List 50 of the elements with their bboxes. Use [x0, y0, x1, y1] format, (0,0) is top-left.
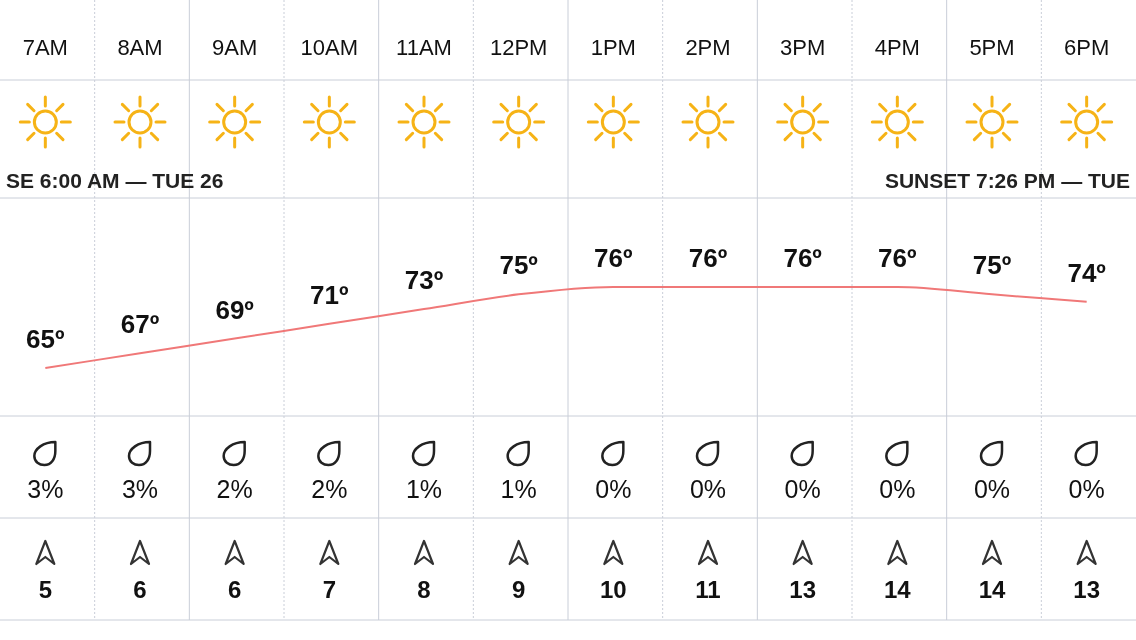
data-label: 0% [973, 475, 1011, 503]
data-label: 65º [26, 324, 66, 354]
data-label: 67º [120, 309, 160, 340]
x-tick-label: 3PM [780, 35, 826, 60]
data-label: 2% [311, 475, 348, 503]
data-label: 71º [310, 279, 350, 310]
x-tick-label: 11AM [396, 35, 452, 60]
data-label: 74º [1067, 257, 1107, 288]
data-label: 73º [404, 265, 444, 296]
x-tick-label: 5PM [969, 35, 1015, 60]
x-tick-label: 8AM [117, 35, 163, 60]
data-label: 6 [133, 576, 147, 603]
data-label: 5 [38, 576, 53, 603]
data-label: 0% [689, 475, 727, 503]
data-label: 2% [216, 475, 253, 503]
x-tick-label: 12PM [489, 35, 548, 60]
x-tick-label: 7AM [22, 35, 68, 60]
data-label: 0% [784, 475, 821, 503]
data-label: 3% [121, 475, 159, 503]
x-tick-label: 10AM [300, 35, 359, 60]
text: SUNSET 7:26 PM — TUE [884, 169, 1130, 192]
data-label: 0% [595, 475, 632, 503]
data-label: 14 [883, 576, 912, 603]
x-tick-label: 1PM [590, 35, 636, 60]
data-label: 8 [417, 576, 431, 603]
data-label: 0% [879, 475, 916, 503]
x-tick-label: 2PM [685, 35, 731, 60]
data-label: 76º [878, 243, 918, 273]
data-label: 75º [499, 250, 539, 281]
data-label: 76º [688, 243, 728, 273]
data-label: 14 [978, 576, 1006, 603]
x-tick-label: 6PM [1064, 35, 1110, 60]
x-tick-label: 4PM [874, 35, 920, 60]
data-label: 7 [322, 576, 337, 603]
data-label: 9 [511, 576, 526, 603]
data-label: 3% [27, 475, 64, 503]
data-label: 13 [1073, 576, 1101, 603]
data-label: 13 [789, 576, 817, 603]
x-tick-label: 9AM [212, 35, 258, 60]
data-label: 75º [972, 250, 1012, 281]
data-label: 10 [599, 576, 627, 603]
data-label: 76º [594, 243, 634, 273]
data-label: 11 [695, 576, 721, 603]
data-label: 1% [405, 475, 443, 503]
data-label: 6 [227, 576, 242, 603]
data-label: 69º [215, 294, 255, 325]
data-label: 1% [500, 475, 537, 503]
data-label: 76º [783, 243, 823, 273]
data-label: 0% [1068, 475, 1105, 503]
text: SE 6:00 AM — TUE 26 [6, 169, 224, 192]
